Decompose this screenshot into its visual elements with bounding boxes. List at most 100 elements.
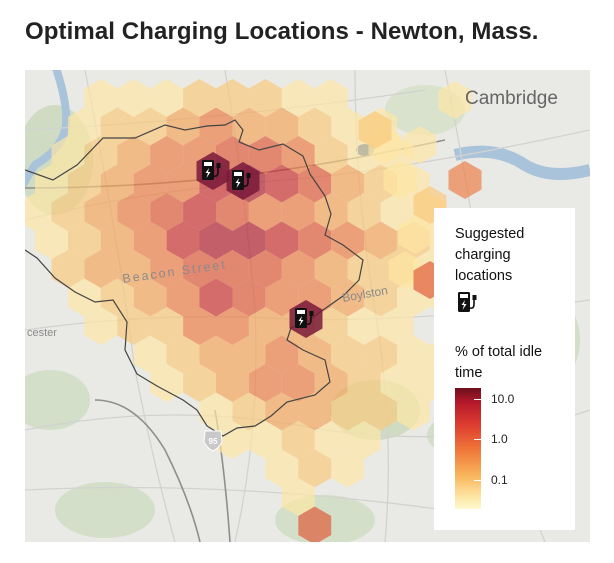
- hexbin-cell: [364, 335, 397, 374]
- hexbin-cell: [232, 335, 266, 374]
- hexbin-cell: [248, 193, 282, 231]
- hexbin-cell: [347, 364, 381, 402]
- hexbin-cell: [232, 221, 266, 260]
- lightning-icon: [461, 300, 467, 310]
- hexbin-cell: [216, 193, 249, 231]
- hexbin-cell: [183, 307, 216, 345]
- lightning-icon: [235, 178, 241, 188]
- hexbin-cell: [380, 307, 414, 345]
- hexbin-cell: [25, 193, 52, 231]
- hexbin-cell: [265, 278, 299, 317]
- hexbin-cell: [166, 278, 200, 317]
- charger-plug: [216, 163, 221, 168]
- charging-station-1[interactable]: [196, 152, 230, 190]
- hexbin-cell: [117, 136, 151, 174]
- hexbin-cell: [398, 216, 432, 254]
- hexbin-cell: [347, 421, 381, 459]
- hexbin-cell: [281, 364, 315, 402]
- hexbin-cell: [51, 136, 85, 174]
- hexbin-cell: [314, 136, 348, 174]
- legend-tick-mark: [474, 439, 481, 440]
- ev-charger-icon: [458, 292, 477, 312]
- hexbin-cell: [248, 421, 282, 459]
- hexbin-cell: [364, 392, 397, 431]
- hexbin-cell: [199, 221, 233, 260]
- hexbin-cell: [347, 250, 381, 288]
- hexbin-cell: [100, 164, 134, 203]
- hexbin-cell: [133, 107, 167, 146]
- hexbin-cell: [265, 335, 299, 374]
- hexbin-cell: [298, 506, 332, 542]
- hexbin-cell: [67, 221, 101, 260]
- hexbin-cell: [388, 251, 422, 289]
- hexbin-cell: [199, 335, 233, 374]
- hexbin-cell: [281, 193, 315, 231]
- hexbin-cell: [314, 250, 348, 288]
- charging-station-3[interactable]: [289, 300, 323, 338]
- hexbin-cell: [364, 278, 397, 317]
- hexbin-cell: [199, 278, 233, 317]
- hexbin-cell: [216, 307, 249, 345]
- hexbin-cell: [166, 335, 200, 374]
- hexbin-cell: [166, 107, 200, 146]
- hexbin-cell: [281, 478, 315, 516]
- map-label-worcester: cester: [27, 327, 57, 339]
- hexbin-cell: [331, 278, 365, 317]
- hexbin-cell: [216, 421, 249, 459]
- hexbin-cell: [150, 307, 184, 345]
- hexbin-cell: [100, 278, 134, 317]
- hexbin-cell: [35, 164, 68, 203]
- hexbin-cell: [248, 250, 282, 288]
- hexbin-cell: [314, 421, 348, 459]
- legend-idle-label: % of total idle time: [455, 344, 543, 381]
- hexbin-cell: [380, 364, 414, 402]
- hexbin-cell: [117, 193, 151, 231]
- hexbin-cell: [298, 392, 332, 431]
- hexbin-cell: [397, 392, 430, 431]
- hexbin-cell: [438, 81, 472, 119]
- hexbin-cell: [183, 250, 216, 288]
- charger-plug: [246, 173, 251, 178]
- legend-tick-1: 1.0: [491, 432, 508, 446]
- hexbin-cell: [265, 449, 299, 488]
- hexbin-cell: [183, 79, 216, 117]
- hexbin-cell: [133, 278, 167, 317]
- hexbin-cell: [117, 250, 151, 288]
- hexbin-cell: [84, 193, 118, 231]
- hexbin-cell: [67, 278, 101, 317]
- svg-text:95: 95: [209, 437, 218, 446]
- hexbin-cell: [150, 193, 184, 231]
- hexbin-cell: [84, 307, 118, 345]
- hexbin-cell: [216, 250, 249, 288]
- lightning-icon: [205, 168, 211, 178]
- legend-suggested-label: Suggested charging locations: [455, 226, 525, 284]
- hexbin-cell: [281, 79, 315, 117]
- hexbin-cell: [298, 107, 332, 146]
- hexbin-cell: [397, 335, 430, 374]
- hexbin-cell: [183, 193, 216, 231]
- hexbin-cell: [331, 392, 365, 431]
- hexbin-cell: [84, 79, 118, 117]
- hexbin-cell: [84, 250, 118, 288]
- hexbin-cell: [150, 79, 184, 117]
- map-label-cambridge: Cambridge: [465, 88, 558, 109]
- charger-cable: [469, 299, 475, 309]
- hexbin-cell: [364, 221, 397, 260]
- charger-screen: [204, 162, 212, 166]
- hexbin-cell: [265, 392, 299, 431]
- hexbin-cell: [232, 392, 266, 431]
- hexbin-cell: [216, 79, 249, 117]
- hexbin-cell: [133, 164, 167, 203]
- hexbin-cell: [133, 335, 167, 374]
- hexbin-cell: [281, 421, 315, 459]
- charging-station-2[interactable]: [226, 162, 260, 200]
- hexbin-cell: [314, 79, 348, 117]
- hexbin-cell: [265, 221, 299, 260]
- legend-color-scale: [455, 388, 481, 509]
- page-title: Optimal Charging Locations - Newton, Mas…: [25, 18, 539, 45]
- hexbin-cell: [199, 392, 233, 431]
- legend-tick-0-1: 0.1: [491, 473, 508, 487]
- hexbin-cell: [298, 221, 332, 260]
- hexbin-cell: [232, 278, 266, 317]
- hexbin-cell: [216, 364, 249, 402]
